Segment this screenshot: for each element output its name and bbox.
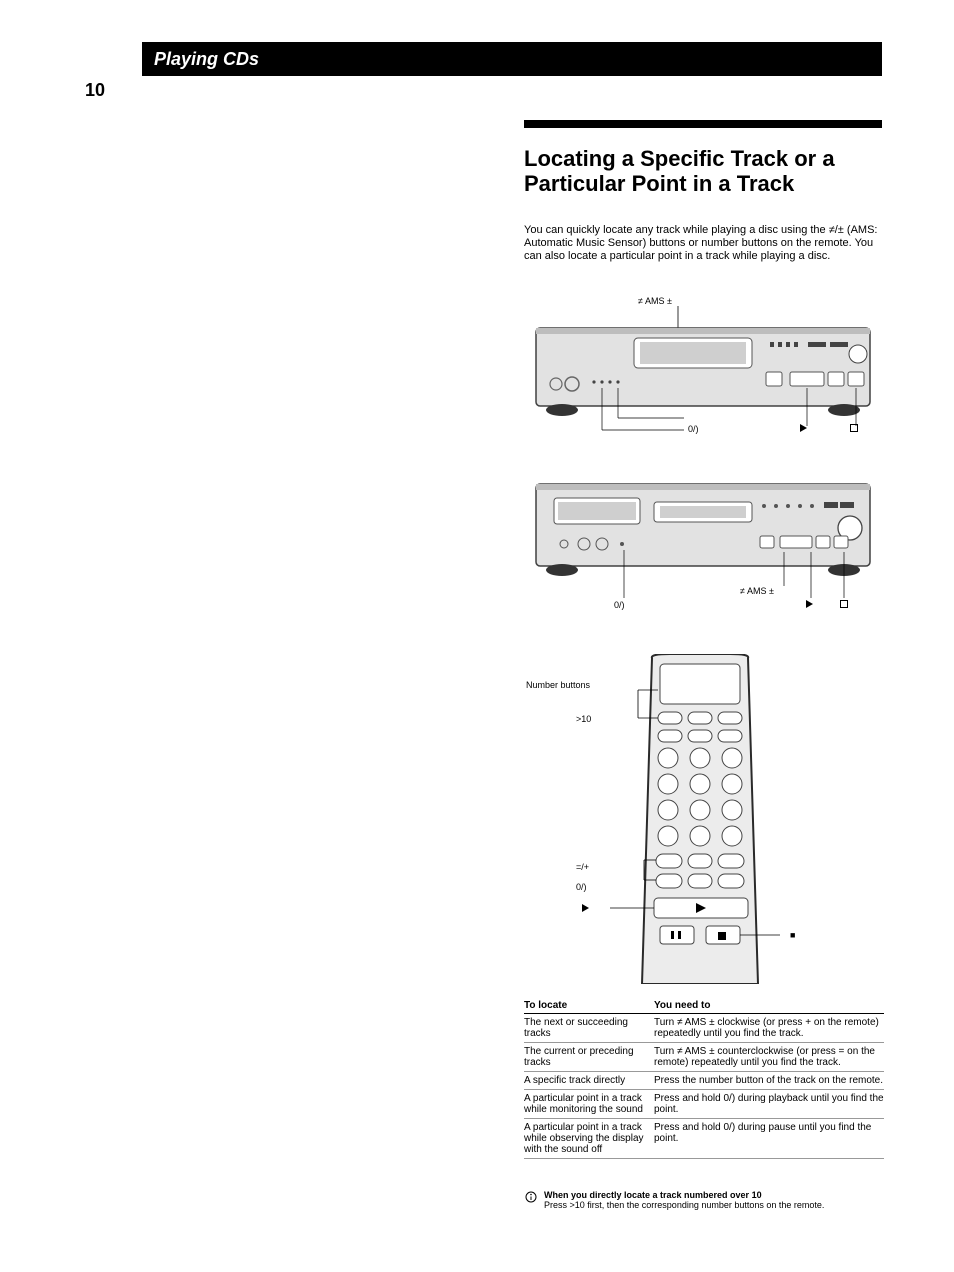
callout-device2-ams: ≠ AMS ± (740, 586, 774, 597)
callout-device1-rewind: 0/) (688, 424, 699, 435)
callout-remote-ams: =/+ (576, 862, 589, 873)
callout-device2-stop (840, 600, 848, 611)
callout-device1-play (800, 424, 807, 435)
section-title: Locating a Specific Track or a Particula… (524, 146, 884, 196)
table-cell-left: A specific track directly (524, 1075, 654, 1086)
callout-device1-ams: ≠ AMS ± (638, 296, 672, 307)
section-divider-bar (524, 120, 882, 128)
tip-block: When you directly locate a track numbere… (524, 1190, 884, 1210)
table-cell-right: Press the number button of the track on … (654, 1075, 884, 1086)
play-icon (806, 600, 813, 608)
table-row: A particular point in a track while obse… (524, 1119, 884, 1159)
table-cell-right: Turn ≠ AMS ± clockwise (or press + on th… (654, 1017, 884, 1039)
table-cell-right: Turn ≠ AMS ± counterclockwise (or press … (654, 1046, 884, 1068)
play-icon (800, 424, 807, 432)
tip-label: When you directly locate a track numbere… (544, 1190, 762, 1200)
tip-body: Press >10 first, then the corresponding … (544, 1200, 824, 1210)
table-cell-left: The next or succeeding tracks (524, 1017, 654, 1039)
table-cell-left: A particular point in a track while moni… (524, 1093, 654, 1115)
section-title-line2: Particular Point in a Track (524, 171, 884, 196)
section-intro: You can quickly locate any track while p… (524, 224, 884, 263)
callout-device2-play (806, 600, 813, 611)
chapter-header-bar: Playing CDs (142, 42, 882, 76)
table-cell-left: The current or preceding tracks (524, 1046, 654, 1068)
section-title-line1: Locating a Specific Track or a (524, 146, 884, 171)
table-row: A specific track directlyPress the numbe… (524, 1072, 884, 1090)
callout-device2-rewind: 0/) (614, 600, 625, 611)
callout-remote-rew: 0/) (576, 882, 587, 893)
tip-icon (524, 1190, 538, 1204)
remote-illustration (610, 654, 790, 984)
callout-remote-numbers: Number buttons (526, 680, 606, 691)
device-illustration-1 (524, 306, 882, 436)
device-illustration-2 (524, 478, 882, 608)
table-row: The next or succeeding tracksTurn ≠ AMS … (524, 1014, 884, 1043)
table-header-left: To locate (524, 1000, 654, 1011)
stop-icon (850, 424, 858, 432)
table-cell-right: Press and hold 0/) during playback until… (654, 1093, 884, 1115)
table-row: A particular point in a track while moni… (524, 1090, 884, 1119)
stop-icon (840, 600, 848, 608)
table-cell-right: Press and hold 0/) during pause until yo… (654, 1122, 884, 1155)
chapter-title: Playing CDs (154, 49, 259, 70)
table-cell-left: A particular point in a track while obse… (524, 1122, 654, 1155)
callout-device1-stop (850, 424, 858, 435)
play-icon (582, 904, 589, 912)
table-header-right: You need to (654, 1000, 884, 1011)
page-number: 10 (85, 80, 105, 101)
callout-remote-play (582, 904, 589, 915)
callout-remote-stop: ■ (790, 930, 795, 941)
table-row: The current or preceding tracksTurn ≠ AM… (524, 1043, 884, 1072)
locate-actions-table: To locate You need to The next or succee… (524, 1000, 884, 1159)
callout-remote-gt10: >10 (576, 714, 591, 725)
